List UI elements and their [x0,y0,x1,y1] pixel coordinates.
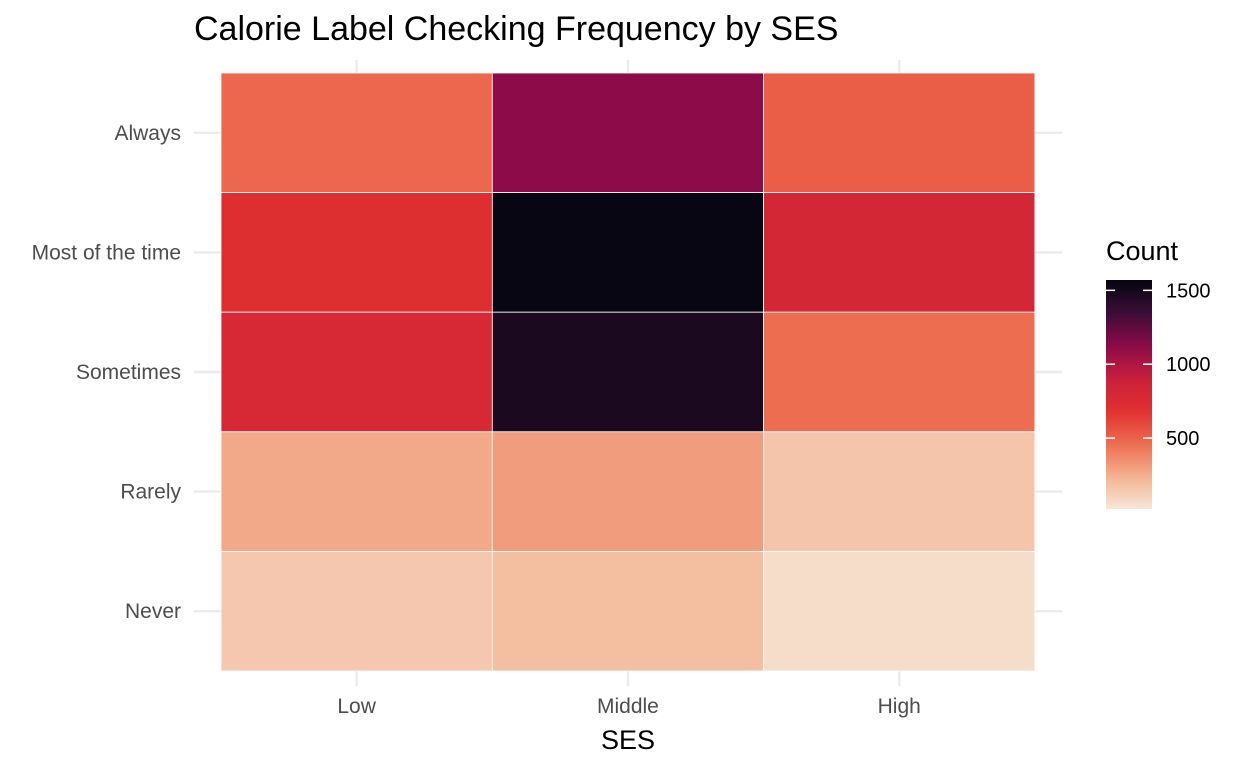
heatmap-cells [220,72,1036,672]
legend-tick-label: 1500 [1166,280,1211,302]
heatmap-cell [220,192,493,313]
x-axis-title: SES [601,725,655,755]
heatmap-cell [763,72,1036,193]
legend: Count 500 1000 1500 [1106,236,1211,509]
x-axis-ticks: Low Middle High [337,695,920,718]
heatmap-cell [491,192,764,313]
chart-title: Calorie Label Checking Frequency by SES [194,10,838,48]
heatmap-cell [220,72,493,193]
x-tick-label: Middle [597,695,659,718]
x-tick-label: High [878,695,921,718]
legend-tick-label: 500 [1166,428,1199,450]
heatmap-cell [763,311,1036,433]
heatmap-cell [220,311,493,433]
y-tick-label: Never [125,600,181,623]
heatmap-cell [763,431,1036,552]
heatmap-cell [763,551,1036,672]
y-tick-label: Rarely [120,481,181,504]
heatmap-cell [491,72,764,193]
heatmap-cell [220,431,493,552]
x-tick-label: Low [337,695,376,718]
legend-colorbar [1106,280,1152,509]
heatmap-cell [491,311,764,433]
heatmap-cell [491,431,764,552]
legend-tick-label: 1000 [1166,354,1211,376]
legend-title: Count [1106,236,1179,266]
heatmap-cell [220,551,493,672]
y-tick-label: Always [114,122,181,145]
y-axis-ticks: Always Most of the time Sometimes Rarely Nev… [32,122,182,623]
heatmap-cell [763,192,1036,313]
heatmap-cell [491,551,764,672]
y-tick-label: Sometimes [76,361,181,384]
y-tick-label: Most of the time [32,241,181,264]
